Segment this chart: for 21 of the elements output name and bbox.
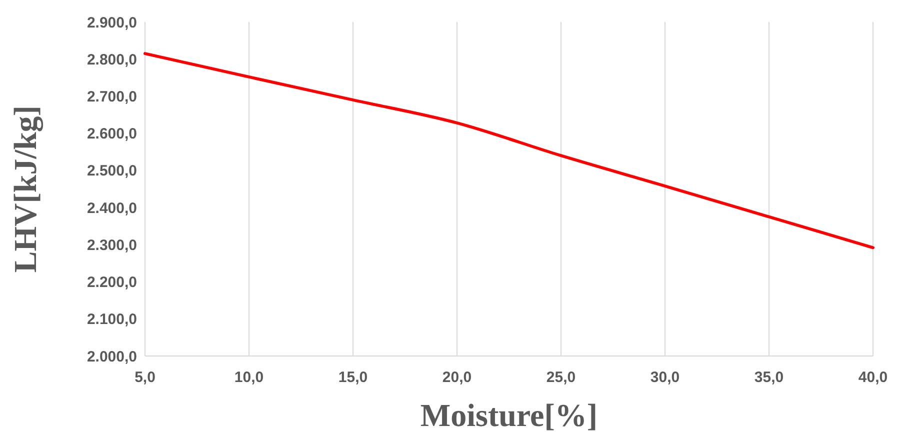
- x-axis-title: Moisture[%]: [420, 397, 598, 432]
- x-tick-label: 35,0: [754, 369, 784, 386]
- y-tick-label: 2.900,0: [86, 14, 137, 32]
- x-tick-label: 15,0: [338, 369, 368, 386]
- x-tick-label: 5,0: [134, 369, 156, 386]
- x-tick-label: 20,0: [442, 369, 472, 386]
- y-tick-label: 2.400,0: [86, 200, 137, 217]
- y-tick-label: 2.600,0: [86, 126, 137, 143]
- x-tick-label: 40,0: [858, 369, 888, 386]
- x-tick-label: 30,0: [650, 369, 680, 386]
- y-tick-label: 2.200,0: [86, 274, 137, 292]
- y-tick-label: 2.000,0: [86, 348, 137, 366]
- y-tick-label: 2.300,0: [86, 236, 137, 254]
- y-tick-label: 2.500,0: [86, 162, 137, 180]
- y-tick-label: 2.100,0: [86, 311, 137, 328]
- line-series: [144, 52, 874, 250]
- y-axis-title: LHV[kJ/kg]: [7, 105, 44, 273]
- y-tick-label: 2.700,0: [86, 88, 137, 106]
- x-tick-label: 10,0: [234, 369, 264, 386]
- x-tick-label: 25,0: [546, 369, 576, 386]
- y-tick-label: 2.800,0: [86, 51, 137, 68]
